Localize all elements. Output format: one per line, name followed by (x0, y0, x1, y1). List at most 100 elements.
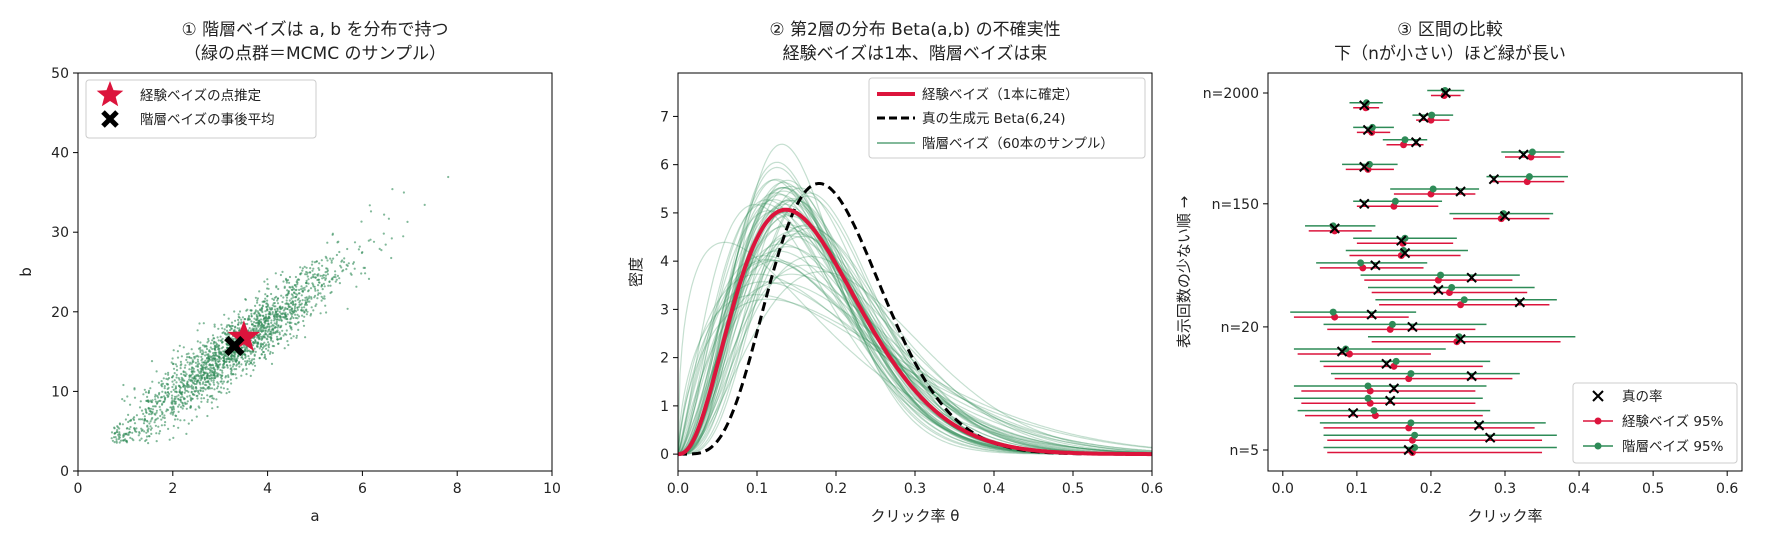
mcmc-sample-point (217, 347, 220, 350)
mcmc-sample-point (200, 371, 203, 374)
mcmc-sample-point (182, 384, 185, 387)
x-tick-label: 0.1 (746, 481, 768, 497)
mcmc-sample-point (276, 299, 279, 302)
mcmc-sample-point (181, 390, 184, 394)
interval-row (1382, 136, 1428, 149)
mcmc-sample-point (149, 425, 152, 428)
mcmc-sample-point (127, 413, 130, 416)
mcmc-sample-point (285, 296, 289, 299)
mcmc-sample-point (261, 323, 264, 326)
mcmc-sample-point (144, 409, 148, 412)
mcmc-sample-point (238, 310, 242, 313)
mcmc-sample-point (200, 352, 203, 356)
true-rate-x (1336, 346, 1348, 357)
mcmc-sample-point (298, 292, 301, 295)
mcmc-sample-point (205, 377, 209, 380)
mcmc-sample-point (149, 399, 152, 402)
hb-sample-curve (678, 241, 1152, 455)
hb-sample-curve (678, 250, 1152, 455)
interval-row (1367, 333, 1576, 346)
mcmc-sample-point (168, 438, 171, 441)
mcmc-sample-point (237, 323, 240, 326)
mcmc-sample-point (161, 390, 164, 393)
mcmc-sample-point (280, 319, 283, 322)
mcmc-sample-point (331, 278, 334, 281)
mcmc-sample-point (270, 325, 273, 328)
y-tick-label: 50 (51, 66, 69, 82)
mcmc-sample-point (161, 416, 164, 419)
mcmc-sample-point (260, 353, 263, 356)
mcmc-sample-point (270, 306, 273, 310)
mcmc-sample-point (261, 307, 264, 310)
mcmc-sample-point (352, 262, 355, 265)
mcmc-sample-point (296, 308, 299, 311)
mcmc-sample-point (196, 358, 199, 361)
mcmc-sample-point (360, 220, 363, 223)
mcmc-sample-point (200, 369, 203, 372)
mcmc-sample-point (113, 441, 116, 444)
mcmc-sample-point (319, 312, 322, 315)
mcmc-sample-point (327, 284, 330, 287)
mcmc-sample-point (197, 370, 200, 373)
mcmc-sample-point (406, 220, 409, 223)
mcmc-sample-point (206, 387, 209, 390)
mcmc-sample-point (250, 312, 253, 315)
mcmc-sample-point (200, 393, 203, 396)
mcmc-sample-point (391, 188, 394, 191)
interval-row (1360, 271, 1520, 284)
mcmc-sample-point (305, 313, 308, 316)
mcmc-sample-point (197, 391, 200, 394)
mcmc-sample-point (300, 288, 303, 291)
mcmc-sample-point (165, 382, 168, 385)
interval-row (1349, 99, 1383, 112)
mcmc-sample-point (155, 370, 158, 373)
mcmc-sample-point (206, 394, 209, 397)
mcmc-sample-point (241, 316, 244, 319)
mcmc-sample-point (309, 287, 313, 290)
mcmc-sample-point (308, 300, 311, 303)
y-tick-label: n=5 (1229, 443, 1259, 459)
mcmc-sample-point (270, 319, 273, 322)
hb-sample-curve (678, 264, 1152, 455)
mcmc-sample-point (200, 397, 203, 400)
mcmc-sample-point (213, 376, 216, 379)
mcmc-sample-point (279, 316, 282, 319)
mcmc-sample-point (151, 399, 154, 402)
mcmc-sample-point (203, 344, 206, 347)
mcmc-sample-point (286, 302, 289, 306)
mcmc-sample-point (249, 374, 252, 377)
mcmc-sample-point (207, 385, 211, 388)
mcmc-sample-point (227, 375, 230, 379)
mcmc-sample-point (222, 363, 225, 366)
mcmc-sample-point (177, 410, 180, 413)
hb-sample-curve (678, 243, 1152, 455)
hb-sample-curve (678, 298, 1152, 455)
mcmc-sample-point (292, 303, 295, 306)
mcmc-sample-point (148, 409, 151, 412)
mcmc-sample-point (300, 308, 303, 311)
mcmc-sample-point (132, 439, 135, 442)
mcmc-sample-point (258, 328, 261, 331)
mcmc-sample-point (190, 368, 193, 371)
mcmc-sample-point (306, 310, 309, 313)
mcmc-sample-point (128, 431, 131, 434)
mcmc-sample-point (180, 372, 183, 376)
mcmc-sample-point (272, 298, 275, 301)
mcmc-sample-point (153, 412, 156, 415)
mcmc-sample-point (145, 431, 148, 434)
mcmc-sample-point (244, 348, 247, 351)
mcmc-sample-point (184, 364, 187, 367)
mcmc-sample-point (310, 263, 314, 266)
mcmc-sample-point (196, 340, 199, 343)
mcmc-sample-point (241, 357, 245, 361)
mcmc-sample-point (286, 294, 289, 297)
mcmc-sample-point (324, 271, 327, 274)
mcmc-sample-point (312, 309, 315, 312)
mcmc-sample-point (242, 346, 245, 349)
mcmc-sample-point (357, 248, 360, 251)
mcmc-sample-point (219, 335, 222, 338)
interval-row (1319, 357, 1491, 370)
mcmc-sample-point (206, 398, 209, 401)
mcmc-sample-point (320, 284, 323, 287)
mcmc-sample-point (179, 364, 182, 367)
